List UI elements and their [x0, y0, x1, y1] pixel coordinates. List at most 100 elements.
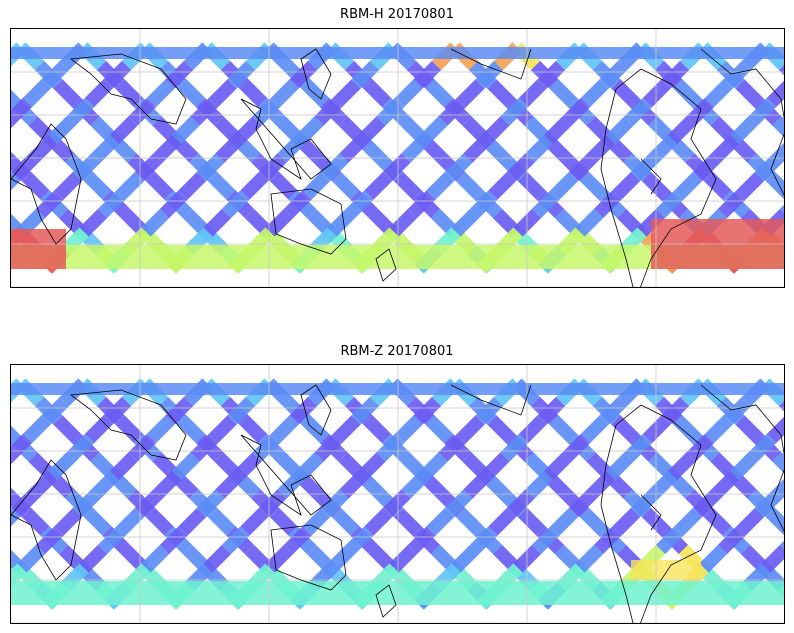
swath-segment: [17, 544, 46, 573]
swath-segment: [518, 415, 547, 444]
swath-segment: [500, 97, 529, 126]
swath-segment: [207, 507, 236, 536]
swath-segment: [345, 526, 374, 555]
swath-segment: [159, 526, 188, 555]
swath-segment: [649, 470, 678, 499]
swath-segment: [444, 153, 473, 182]
swath-segment: [314, 433, 343, 462]
swath-segment: [568, 153, 597, 182]
swath-segment: [252, 97, 281, 126]
swath-segment: [661, 396, 690, 425]
swath-segment: [575, 208, 604, 237]
swath-segment: [84, 415, 113, 444]
swath-segment: [79, 544, 108, 573]
swath-segment: [134, 489, 163, 518]
swath-segment: [21, 171, 50, 200]
swath-segment: [711, 470, 740, 499]
swath-segment: [599, 60, 628, 89]
map-title-top: RBM-H 20170801: [340, 7, 454, 22]
swath-segment: [393, 171, 422, 200]
swath-segment: [109, 452, 138, 481]
swath-segment: [240, 171, 269, 200]
swath-segment: [11, 489, 39, 518]
swath-segment: [265, 544, 294, 573]
swath-segment: [116, 171, 145, 200]
swath-segment: [531, 190, 560, 219]
swath-segment: [426, 171, 455, 200]
swath-segment: [382, 489, 411, 518]
swath-segment: [128, 97, 157, 126]
swath-segment: [773, 478, 784, 499]
swath-segment: [190, 433, 219, 462]
swath-segment: [723, 60, 752, 89]
swath-segment: [568, 489, 597, 518]
swath-segment: [593, 526, 622, 555]
coastline-path: [69, 53, 187, 125]
swath-segment: [11, 153, 39, 182]
coastline-path: [700, 48, 784, 196]
swath-segment: [11, 433, 33, 462]
swath-segment: [549, 79, 578, 108]
swath-segment: [11, 89, 20, 106]
south-band-warm: [631, 560, 701, 580]
swath-segment: [53, 415, 82, 444]
swath-segment: [599, 396, 628, 425]
swath-segment: [83, 171, 112, 200]
swath-segment: [221, 526, 250, 555]
swath-segment: [487, 79, 516, 108]
swath-segment: [754, 489, 783, 518]
swath-segment: [72, 489, 101, 518]
swath-segment: [451, 544, 480, 573]
swath-segment: [593, 190, 622, 219]
swath-segment: [475, 396, 504, 425]
swath-segment: [674, 507, 703, 536]
swath-segment: [141, 208, 170, 237]
swath-segment: [11, 425, 20, 442]
swath-segment: [772, 116, 784, 138]
swath-segment: [779, 204, 784, 213]
map-title-bottom: RBM-Z 20170801: [340, 344, 454, 359]
swath-segment: [207, 171, 236, 200]
swath-segment: [302, 171, 331, 200]
swath-segment: [116, 507, 145, 536]
swath-segment: [655, 190, 684, 219]
swath-segment: [332, 415, 361, 444]
swath-segment: [419, 452, 448, 481]
swath-segment: [587, 134, 616, 163]
swath-segment: [717, 190, 746, 219]
swath-segment: [543, 116, 572, 145]
swath-segment: [177, 79, 206, 108]
swath-segment: [146, 79, 175, 108]
swath-segment: [624, 433, 653, 462]
swath-segment: [345, 190, 374, 219]
coastlines: [11, 384, 784, 623]
swath-segment: [463, 134, 492, 163]
swath-segment: [41, 396, 70, 425]
swath-segment: [425, 415, 454, 444]
swath-segment: [145, 171, 174, 200]
swath-segment: [451, 208, 480, 237]
swath-layer: [11, 42, 784, 274]
swath-segment: [364, 507, 393, 536]
swath-segment: [488, 507, 517, 536]
swath-segment: [203, 208, 232, 237]
swath-segment: [320, 153, 349, 182]
swath-segment: [153, 134, 182, 163]
swath-segment: [630, 153, 659, 182]
swath-segment: [265, 208, 294, 237]
swath-segment: [579, 507, 608, 536]
swath-segment: [239, 79, 268, 108]
swath-segment: [29, 134, 58, 163]
swath-segment: [357, 116, 386, 145]
swath-segment: [469, 190, 498, 219]
swath-segment: [22, 415, 51, 444]
swath-segment: [549, 415, 578, 444]
swath-segment: [389, 544, 418, 573]
swath-segment: [537, 396, 566, 425]
swath-segment: [580, 415, 609, 444]
swath-segment: [84, 79, 113, 108]
map-panel-rbm-h: [10, 28, 785, 288]
swath-segment: [115, 415, 144, 444]
graticule: [11, 365, 784, 623]
swath-segment: [54, 171, 83, 200]
